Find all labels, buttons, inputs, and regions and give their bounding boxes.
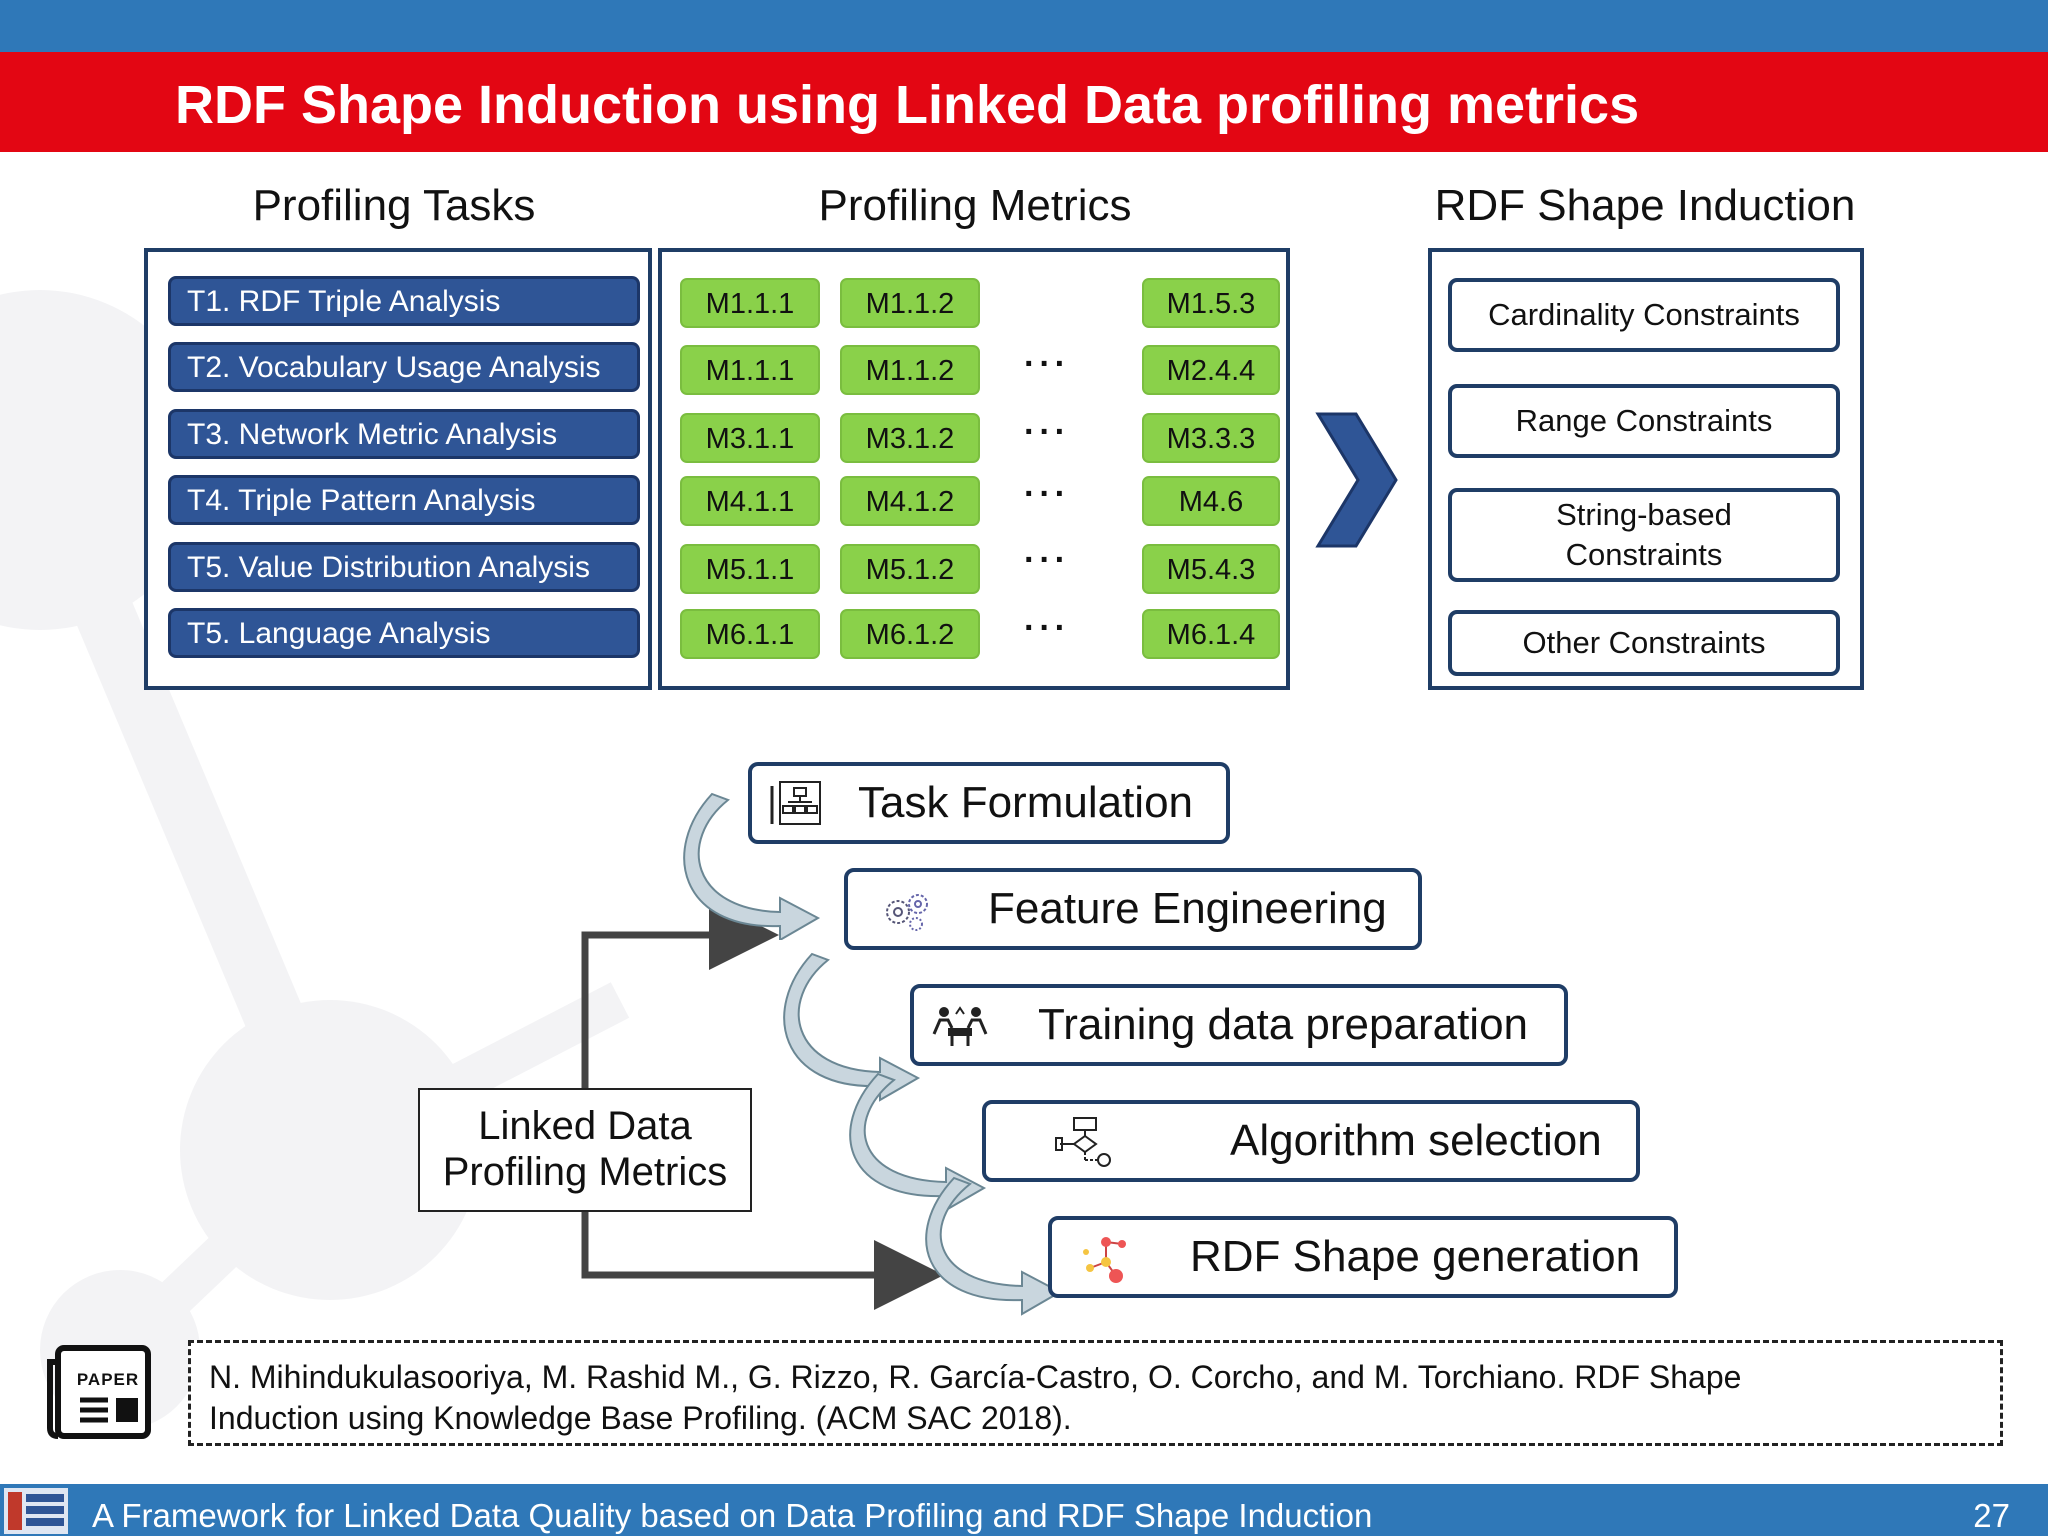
rdf-shape-induction-panel: Cardinality Constraints Range Constraint…	[1428, 248, 1864, 690]
metric-cell: M2.4.4	[1142, 345, 1280, 395]
metric-cell: M1.5.3	[1142, 278, 1280, 328]
profiling-tasks-panel: T1. RDF Triple Analysis T2. Vocabulary U…	[144, 248, 652, 690]
step-label: Algorithm selection	[1230, 1116, 1602, 1165]
profiling-tasks-header: Profiling Tasks	[252, 181, 536, 230]
profiling-metrics-header: Profiling Metrics	[818, 181, 1132, 230]
ellipsis: ···	[1024, 345, 1070, 383]
task-item: T5. Value Distribution Analysis	[168, 542, 640, 592]
ellipsis: ···	[1024, 609, 1070, 647]
step-algorithm-selection: Algorithm selection	[982, 1100, 1640, 1182]
step-label: RDF Shape generation	[1190, 1232, 1641, 1281]
metric-cell: M6.1.2	[840, 609, 980, 659]
task-item: T3. Network Metric Analysis	[168, 409, 640, 459]
step-label: Task Formulation	[858, 778, 1194, 827]
metric-cell: M4.6	[1142, 476, 1280, 526]
gears-icon	[886, 894, 928, 931]
step-feature-engineering: Feature Engineering	[844, 868, 1422, 950]
curved-arrow-icon	[925, 1176, 1063, 1316]
metric-cell: M6.1.1	[680, 609, 820, 659]
curved-arrow-icon	[683, 792, 821, 940]
org-chart-icon	[770, 781, 821, 825]
reference-line: Induction using Knowledge Base Profiling…	[209, 1400, 1072, 1436]
source-box-line: Profiling Metrics	[442, 1150, 728, 1194]
task-item: T4. Triple Pattern Analysis	[168, 475, 640, 525]
metric-cell: M4.1.1	[680, 476, 820, 526]
constraint-item: Cardinality Constraints	[1448, 278, 1840, 352]
ellipsis: ···	[1024, 541, 1070, 579]
header-band	[0, 0, 2048, 52]
metric-cell: M3.1.1	[680, 413, 820, 463]
flowchart-icon	[1055, 1117, 1111, 1167]
ellipsis: ···	[1024, 413, 1070, 451]
meeting-icon	[932, 1006, 988, 1046]
linked-data-profiling-metrics-box: Linked Data Profiling Metrics	[418, 1088, 752, 1212]
reference-line: N. Mihindukulasooriya, M. Rashid M., G. …	[209, 1359, 1742, 1395]
task-item: T2. Vocabulary Usage Analysis	[168, 342, 640, 392]
step-label: Training data preparation	[1038, 1000, 1529, 1049]
curved-arrow-icon	[783, 952, 921, 1102]
metric-cell: M6.1.4	[1142, 609, 1280, 659]
metric-cell: M1.1.1	[680, 345, 820, 395]
source-box-line: Linked Data	[478, 1104, 692, 1148]
task-item: T1. RDF Triple Analysis	[168, 276, 640, 326]
constraint-item: Other Constraints	[1448, 610, 1840, 676]
chevron-right-icon	[1315, 412, 1398, 548]
metric-cell: M5.1.2	[840, 544, 980, 594]
network-icon	[1083, 1237, 1126, 1283]
reference-box: N. Mihindukulasooriya, M. Rashid M., G. …	[188, 1340, 2003, 1446]
step-label: Feature Engineering	[988, 884, 1387, 933]
footer-band	[0, 1484, 2048, 1536]
metric-cell: M1.1.2	[840, 345, 980, 395]
step-task-formulation: Task Formulation	[748, 762, 1230, 844]
title-band	[0, 52, 2048, 152]
metric-cell: M5.4.3	[1142, 544, 1280, 594]
metric-cell: M1.1.2	[840, 278, 980, 328]
metric-cell: M1.1.1	[680, 278, 820, 328]
constraint-item: Range Constraints	[1448, 384, 1840, 458]
slide-title: RDF Shape Induction using Linked Data pr…	[175, 75, 1640, 135]
profiling-metrics-panel: M1.1.1 M1.1.2 M1.5.3 M1.1.1 M1.1.2 ··· M…	[658, 248, 1290, 690]
step-rdf-shape-generation: RDF Shape generation	[1048, 1216, 1678, 1298]
step-training-data-preparation: Training data preparation	[910, 984, 1568, 1066]
metric-cell: M3.1.2	[840, 413, 980, 463]
metric-cell: M5.1.1	[680, 544, 820, 594]
paper-icon: PAPER	[44, 1342, 154, 1440]
newspaper-icon	[47, 1345, 151, 1439]
footer-text: A Framework for Linked Data Quality base…	[92, 1497, 1373, 1534]
rdf-shape-induction-header: RDF Shape Induction	[1434, 181, 1856, 230]
group-logo-icon	[4, 1488, 68, 1534]
metric-cell: M4.1.2	[840, 476, 980, 526]
task-item: T5. Language Analysis	[168, 608, 640, 658]
ellipsis: ···	[1024, 475, 1070, 513]
page-number: 27	[1973, 1497, 2010, 1534]
metric-cell: M3.3.3	[1142, 413, 1280, 463]
constraint-item: String-based Constraints	[1448, 488, 1840, 582]
paper-icon-label: PAPER	[76, 1370, 140, 1389]
